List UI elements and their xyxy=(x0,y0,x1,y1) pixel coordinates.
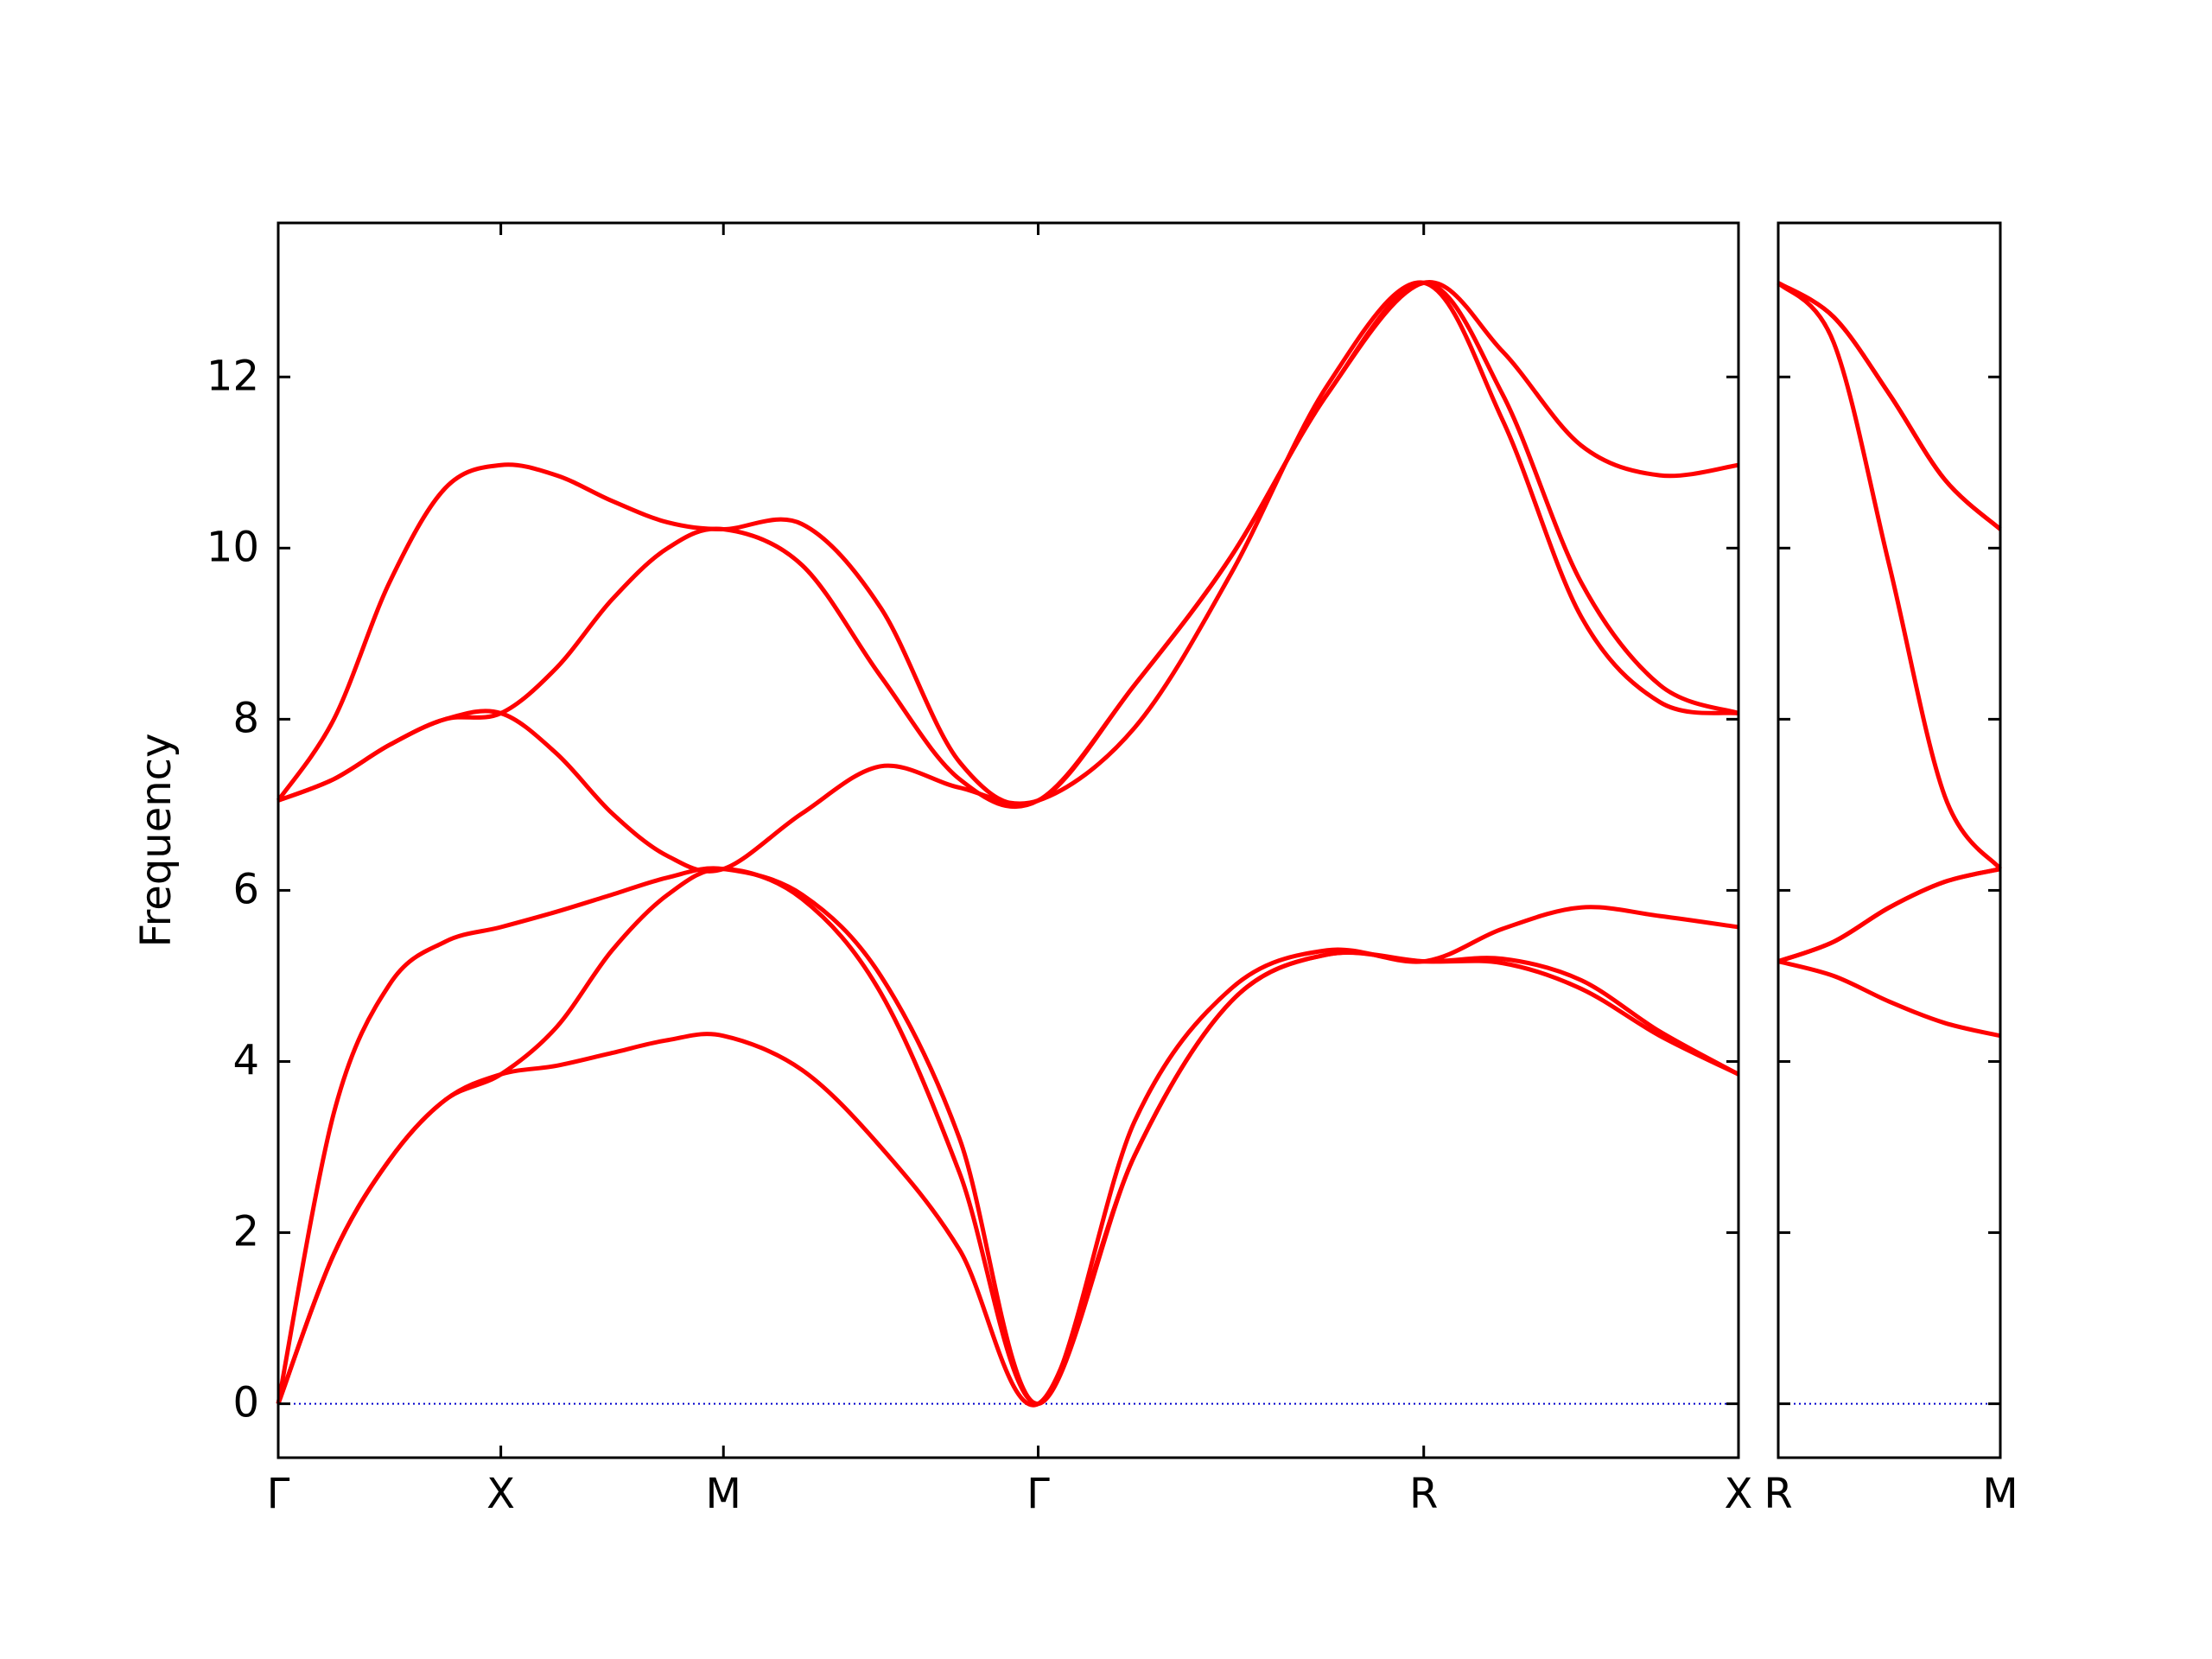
y-tick-label: 10 xyxy=(207,523,259,571)
plot-frame xyxy=(276,221,1740,1459)
y-axis-label: Frequency xyxy=(132,734,181,948)
band-line xyxy=(1777,281,2002,871)
band-line xyxy=(1777,867,2001,963)
x-tick-label: R xyxy=(1409,1470,1438,1518)
x-tick-label: X xyxy=(1725,1470,1753,1518)
band-line xyxy=(1777,867,2001,963)
y-tick-label: 12 xyxy=(207,352,259,400)
x-tick-label: Γ xyxy=(267,1470,290,1518)
y-tick-label: 6 xyxy=(232,865,259,913)
x-tick-label: X xyxy=(486,1470,515,1518)
y-tick-label: 4 xyxy=(232,1036,259,1084)
x-tick-label: Γ xyxy=(1027,1470,1050,1518)
band-line xyxy=(1777,281,2002,531)
y-tick-label: 2 xyxy=(232,1208,259,1256)
y-tick-label: 8 xyxy=(232,694,259,742)
x-tick-label: M xyxy=(1982,1470,2018,1518)
x-tick-label: M xyxy=(706,1470,741,1518)
band-line xyxy=(1777,959,2001,1039)
y-tick-label: 0 xyxy=(232,1379,259,1427)
band-line xyxy=(276,866,1739,1407)
band-line xyxy=(276,867,1740,1407)
x-tick-label: R xyxy=(1764,1470,1792,1518)
band-line xyxy=(1777,281,2002,531)
band-line xyxy=(277,280,1739,810)
plot-frame xyxy=(1777,221,2002,1459)
band-line xyxy=(276,280,1739,807)
